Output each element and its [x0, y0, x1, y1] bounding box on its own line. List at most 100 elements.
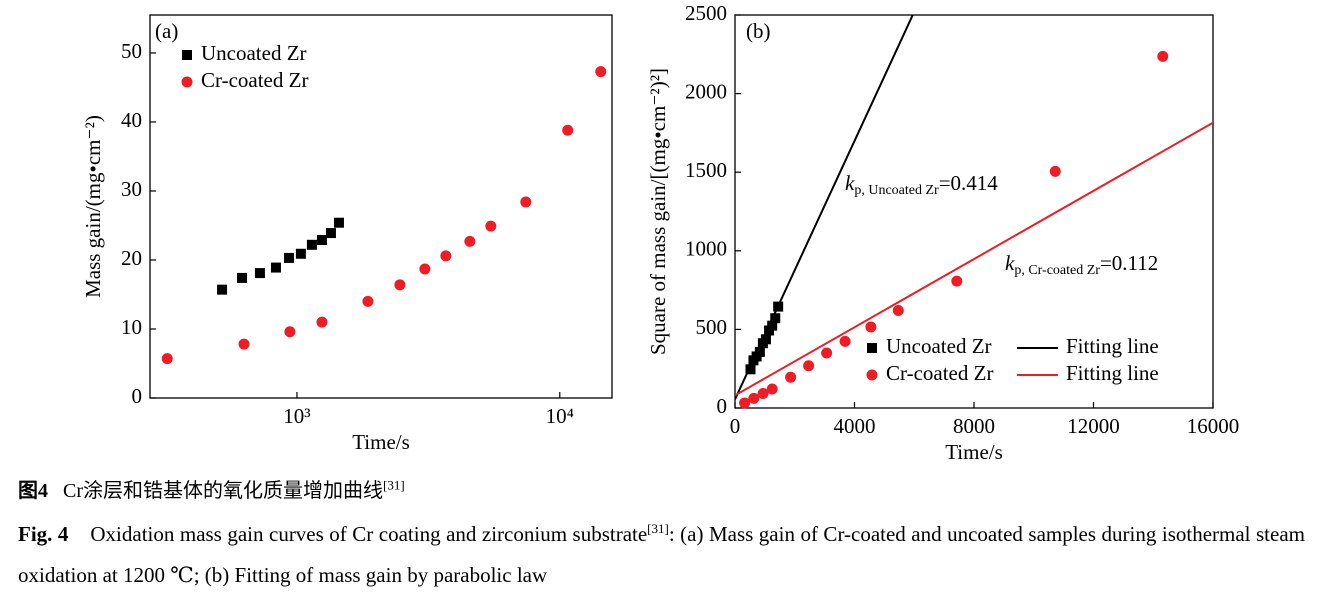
y-tick-label: 2000 [685, 79, 727, 103]
marker-circle [485, 220, 497, 232]
marker-circle [803, 360, 815, 372]
x-tick-label: 10⁴ [546, 404, 574, 428]
marker-square [325, 228, 336, 239]
marker-square [333, 217, 344, 228]
y-tick-label: 500 [696, 315, 728, 339]
caption-cn: 图4 Cr涂层和锆基体的氧化质量增加曲线[31] [18, 474, 405, 503]
x-tick-label: 16000 [1187, 414, 1240, 438]
caption-text: Oxidation mass gain curves of Cr coating… [90, 522, 648, 546]
x-axis-label: Time/s [945, 440, 1003, 464]
marker-circle [595, 66, 607, 78]
legend-marker [867, 343, 877, 353]
marker-square [237, 272, 248, 283]
annotation: kp, Uncoated Zr=0.414 [845, 171, 998, 198]
marker-circle [748, 392, 760, 404]
caption-label: Fig. 4 [18, 522, 69, 546]
marker-square [754, 346, 765, 357]
y-tick-label: 10 [121, 315, 142, 339]
marker-circle [419, 263, 431, 275]
marker-square [745, 364, 756, 375]
marker-circle [1157, 50, 1169, 62]
marker-square [760, 334, 771, 345]
panel-label: (a) [155, 19, 178, 43]
legend-label: Uncoated Zr [886, 334, 992, 358]
annotation-value: =0.112 [1100, 251, 1158, 275]
caption-text: : (a) Mass gain of Cr-coated and uncoate… [18, 522, 1305, 587]
marker-square [217, 284, 228, 295]
y-tick-label: 1000 [685, 237, 727, 261]
marker-square [316, 234, 327, 245]
y-tick-label: 40 [121, 108, 142, 132]
panel-label: (b) [746, 19, 771, 43]
x-tick-label: 10³ [283, 404, 310, 428]
legend-label: Fitting line [1066, 361, 1159, 385]
annotation-sub: p, Uncoated Zr [854, 183, 939, 198]
marker-square [254, 268, 265, 279]
panel: 0 500 1000 1500 2000 2500 0 4000 8000 12000 16000 T… [646, 1, 1239, 464]
marker-circle [464, 235, 476, 247]
marker-square [767, 320, 778, 331]
x-axis-label: Time/s [352, 430, 410, 454]
marker-circle [785, 371, 797, 383]
marker-circle [865, 321, 877, 333]
annotation: kp, Cr-coated Zr=0.112 [1005, 251, 1158, 278]
marker-square [295, 248, 306, 259]
marker-square [770, 313, 781, 324]
annotation-k: k [845, 171, 855, 195]
annotation-k: k [1005, 251, 1015, 275]
annotation-value: =0.414 [939, 171, 999, 195]
y-axis-label: Square of mass gain/[(mg•cm⁻²)²] [646, 68, 670, 355]
y-tick-label: 30 [121, 177, 142, 201]
legend-marker [866, 369, 878, 381]
plot-frame [149, 14, 613, 399]
legend-label: Cr-coated Zr [201, 68, 308, 92]
x-tick-label: 4000 [834, 414, 876, 438]
marker-square [284, 252, 295, 263]
marker-circle [821, 347, 833, 359]
marker-circle [562, 124, 574, 136]
marker-circle [161, 353, 173, 365]
legend-label: Cr-coated Zr [886, 361, 993, 385]
marker-circle [362, 295, 374, 307]
caption-text: Cr涂层和锆基体的氧化质量增加曲线 [63, 480, 383, 502]
fit-line [735, 121, 1213, 397]
x-tick-label: 8000 [953, 414, 995, 438]
caption-ref: [31] [647, 521, 669, 536]
legend-marker [182, 50, 192, 60]
marker-square [306, 239, 317, 250]
x-tick-label: 12000 [1067, 414, 1120, 438]
marker-circle [238, 338, 250, 350]
marker-square [773, 301, 784, 312]
marker-circle [440, 250, 452, 262]
marker-circle [839, 335, 851, 347]
caption-en: Fig. 4 Oxidation mass gain curves of Cr … [18, 508, 1305, 596]
marker-circle [520, 196, 532, 208]
caption-label: 图4 [18, 480, 48, 502]
y-axis-label: Mass gain/(mg•cm⁻²) [81, 115, 105, 298]
marker-circle [766, 383, 778, 395]
x-tick-label: 0 [730, 414, 741, 438]
y-tick-label: 20 [121, 246, 142, 270]
legend-label: Uncoated Zr [201, 41, 307, 65]
marker-circle [394, 279, 406, 291]
y-tick-label: 0 [717, 394, 728, 418]
legend-label: Fitting line [1066, 334, 1159, 358]
marker-square [270, 262, 281, 273]
y-tick-label: 2500 [685, 1, 727, 25]
marker-circle [1049, 165, 1061, 177]
figure: 0 10 20 30 40 50 10³ 10⁴ Time/s Mass gain/(mg•cm⁻… [81, 1, 1239, 464]
caption-ref: [31] [383, 477, 405, 493]
marker-circle [284, 326, 296, 338]
marker-circle [892, 305, 904, 317]
panel: 0 10 20 30 40 50 10³ 10⁴ Time/s Mass gain/(mg•cm⁻… [81, 14, 613, 454]
legend-marker [181, 76, 193, 88]
marker-circle [316, 316, 328, 328]
y-tick-label: 1500 [685, 158, 727, 182]
y-tick-label: 0 [132, 384, 143, 408]
marker-circle [951, 275, 963, 287]
marker-circle [739, 397, 751, 409]
marker-circle [757, 388, 769, 400]
y-tick-label: 50 [121, 39, 142, 63]
annotation-sub: p, Cr-coated Zr [1014, 263, 1100, 278]
